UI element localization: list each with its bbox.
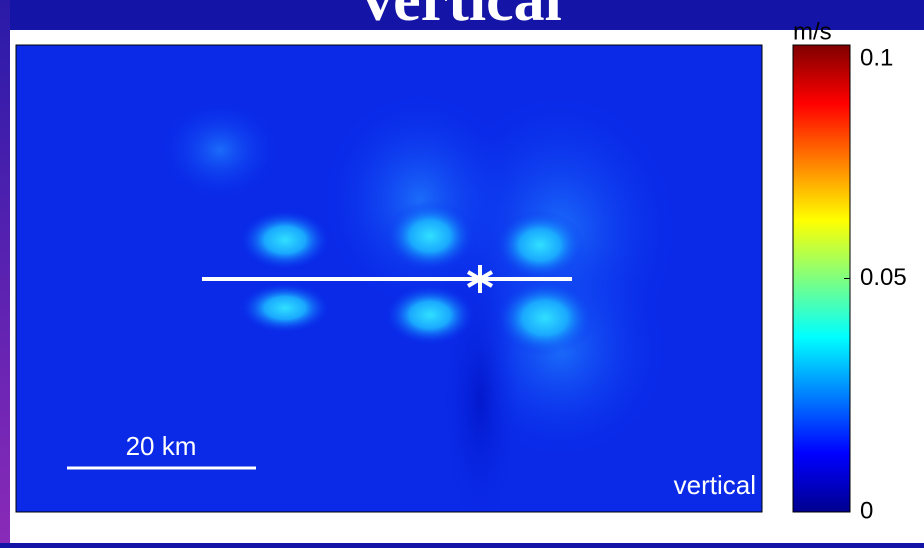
blob (240, 283, 330, 333)
component-label: vertical (674, 470, 756, 500)
colorbar-tick-label: 0 (860, 497, 873, 524)
colorbar-label: m/s (793, 18, 832, 45)
colorbar-tick-label: 0.1 (860, 44, 893, 71)
blob (385, 285, 475, 345)
colorbar-tick-label: 0.05 (860, 264, 907, 291)
lobe (320, 90, 520, 310)
blob (385, 201, 475, 271)
slide-edge (0, 0, 10, 543)
blob (495, 280, 595, 356)
blob (495, 210, 585, 280)
chart-title: vertical (362, 0, 562, 34)
epicenter-star (466, 265, 494, 293)
plot-frame (15, 44, 763, 513)
colorbar (792, 44, 851, 513)
scale-label: 20 km (126, 431, 197, 461)
heatmap (16, 45, 762, 512)
blob (240, 210, 330, 270)
lobe (160, 100, 280, 200)
